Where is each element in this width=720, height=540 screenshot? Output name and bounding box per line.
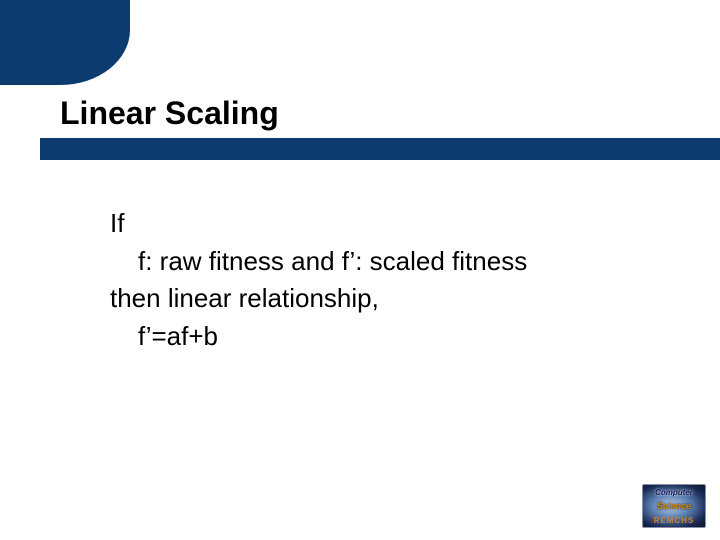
footer-logo: Computer Science REMCHS xyxy=(642,484,706,528)
slide-title: Linear Scaling xyxy=(60,95,279,132)
logo-text-top: Computer xyxy=(643,488,705,497)
slide-body: If f: raw fitness and f’: scaled fitness… xyxy=(110,205,660,356)
body-line-1: If xyxy=(110,205,660,243)
title-underline-bar xyxy=(40,138,720,160)
body-line-4: f’=af+b xyxy=(110,318,660,356)
logo-text-mid: Science xyxy=(643,501,705,511)
body-line-3: then linear relationship, xyxy=(110,280,660,318)
logo-text-bot: REMCHS xyxy=(643,516,705,525)
body-line-2: f: raw fitness and f’: scaled fitness xyxy=(110,243,660,281)
corner-accent xyxy=(0,0,130,85)
slide: Linear Scaling If f: raw fitness and f’:… xyxy=(0,0,720,540)
